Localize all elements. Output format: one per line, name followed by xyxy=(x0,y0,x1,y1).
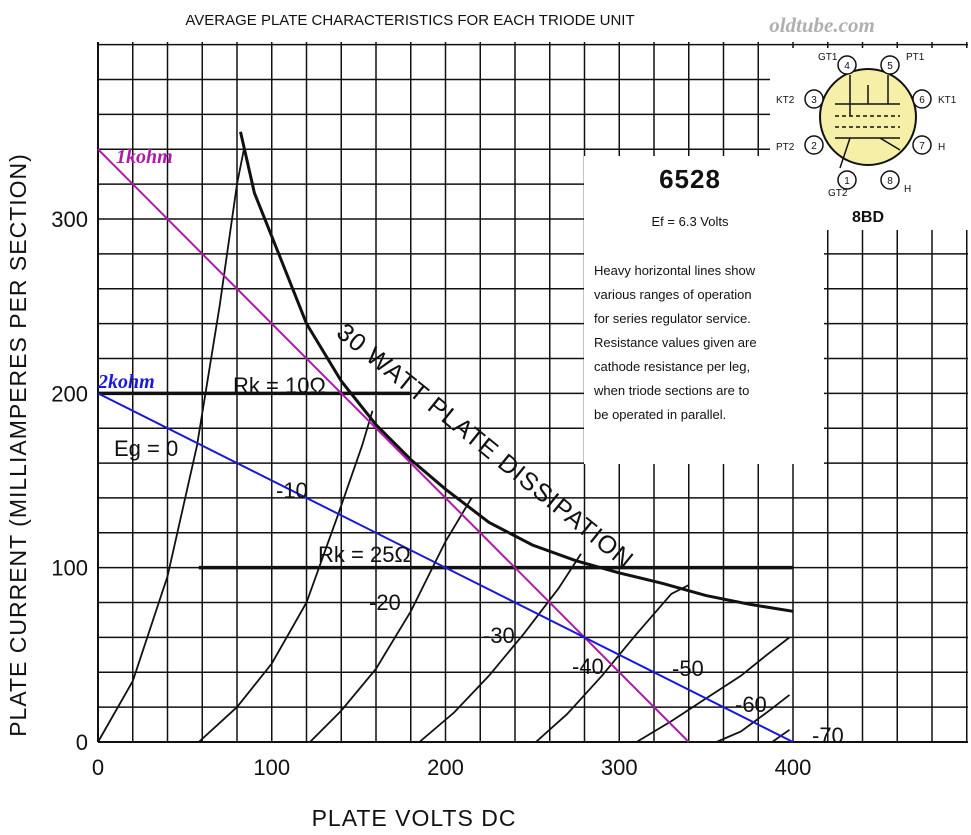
tube-type: 6528 xyxy=(659,164,721,194)
note-line: when triode sections are to xyxy=(593,383,749,398)
pin-number: 5 xyxy=(887,61,893,72)
pin-number: 3 xyxy=(811,95,817,106)
y-tick-label: 200 xyxy=(51,381,88,406)
operating-limit-lines xyxy=(98,391,793,570)
x-tick-label: 200 xyxy=(427,755,464,780)
pin-circle xyxy=(837,55,857,75)
y-tick-label: 0 xyxy=(76,730,88,755)
pin-label: GT2 xyxy=(828,188,848,199)
rk25-label: Rk = 25Ω xyxy=(318,542,411,567)
grid-voltage-curve xyxy=(418,553,582,743)
grid-voltage-curve xyxy=(198,410,374,743)
eg-minus60-label: -60 xyxy=(735,692,767,717)
load-line xyxy=(97,392,794,743)
pin-label: PT2 xyxy=(776,142,795,153)
base-type: 8BD xyxy=(852,209,884,226)
x-axis-ticks: 0 100 200 300 400 xyxy=(92,755,811,780)
filament-voltage: Ef = 6.3 Volts xyxy=(652,214,729,229)
x-axis-label: PLATE VOLTS DC xyxy=(312,805,517,831)
eg-minus50-label: -50 xyxy=(672,656,704,681)
pin-label: KT1 xyxy=(938,95,957,106)
note-line: Resistance values given are xyxy=(594,335,757,350)
bulb-outline xyxy=(819,68,917,166)
eg-minus40-label: -40 xyxy=(572,654,604,679)
x-tick-label: 100 xyxy=(253,755,290,780)
pin-label: KT2 xyxy=(776,95,795,106)
pin-number: 8 xyxy=(887,176,893,187)
pin-number: 7 xyxy=(919,141,925,152)
pin-circle xyxy=(804,89,824,109)
pin-circle xyxy=(912,89,932,109)
pin-circle xyxy=(804,135,824,155)
dissipation-curve xyxy=(239,131,794,613)
eg-minus30-label: -30 xyxy=(483,623,515,648)
pin-label: GT1 xyxy=(818,52,838,63)
y-tick-label: 100 xyxy=(51,556,88,581)
y-tick-label: 300 xyxy=(51,207,88,232)
note-line: various ranges of operation xyxy=(594,287,752,302)
note-line: be operated in parallel. xyxy=(594,407,726,422)
watermark: oldtube.com xyxy=(769,13,875,37)
pin-circle xyxy=(912,135,932,155)
x-tick-label: 300 xyxy=(601,755,638,780)
info-note: Heavy horizontal lines show various range… xyxy=(593,263,757,422)
pin-number: 6 xyxy=(919,95,925,106)
x-tick-label: 0 xyxy=(92,755,104,780)
grid-voltage-curve xyxy=(636,636,791,743)
pin-circle xyxy=(880,170,900,190)
pin-number: 2 xyxy=(811,141,817,152)
tube-electrodes xyxy=(835,75,901,169)
rk10-label: Rk = 10Ω xyxy=(233,373,326,398)
load-lines xyxy=(97,148,794,743)
note-line: Heavy horizontal lines show xyxy=(594,263,756,278)
chart-title: AVERAGE PLATE CHARACTERISTICS FOR EACH T… xyxy=(185,12,634,29)
eg-minus10-label: -10 xyxy=(276,478,308,503)
load-line xyxy=(97,148,690,743)
pin-label: H xyxy=(938,142,945,153)
y-axis-label: PLATE CURRENT (MILLIAMPERES PER SECTION) xyxy=(5,153,31,737)
pin-circle xyxy=(880,55,900,75)
pin-circle xyxy=(837,170,857,190)
x-tick-label: 400 xyxy=(775,755,812,780)
eg-minus20-label: -20 xyxy=(369,590,401,615)
pin-label: PT1 xyxy=(906,52,925,63)
note-line: cathode resistance per leg, xyxy=(594,359,750,374)
load-1k-label: 1kohm xyxy=(116,146,173,168)
pin-number: 4 xyxy=(844,61,850,72)
grid-voltage-curve xyxy=(97,149,245,743)
eg-zero-label: Eg = 0 xyxy=(114,436,178,461)
grid-voltage-curve xyxy=(309,497,473,743)
load-2k-label: 2kohm xyxy=(97,371,155,393)
pin-number: 1 xyxy=(844,176,850,187)
eg-minus70-label: -70 xyxy=(812,723,844,748)
note-line: for series regulator service. xyxy=(594,311,751,326)
pin-label: H xyxy=(904,184,911,195)
y-axis-ticks: 0 100 200 300 xyxy=(51,207,88,755)
